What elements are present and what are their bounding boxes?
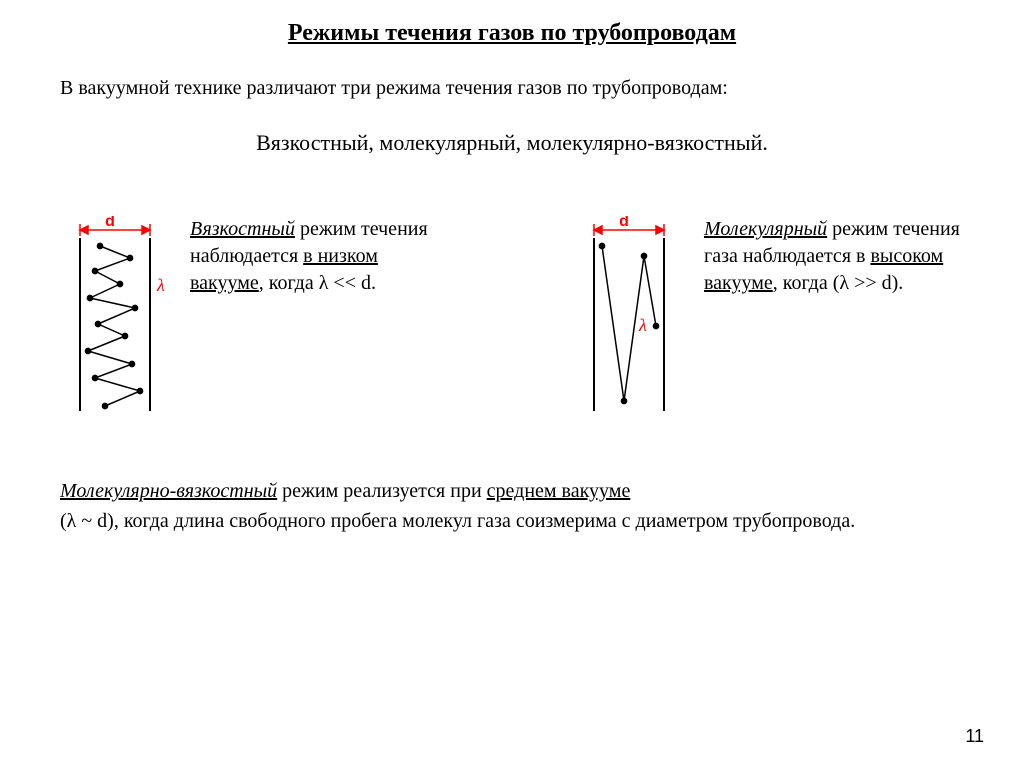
molecular-t3: , когда (λ >> d). bbox=[773, 272, 904, 294]
viscous-column: d bbox=[60, 216, 450, 416]
viscous-t3: , когда λ << d. bbox=[259, 272, 376, 294]
d-label: d bbox=[105, 216, 115, 230]
molecular-diagram: d λ bbox=[574, 216, 684, 416]
viscous-diagram: d bbox=[60, 216, 170, 416]
page-number: 11 bbox=[965, 726, 984, 747]
lambda-label: λ bbox=[156, 275, 165, 295]
mixed-t1: режим реализуется при bbox=[277, 480, 486, 502]
mixed-text: Молекулярно-вязкостный режим реализуется… bbox=[60, 476, 964, 536]
mixed-name: Молекулярно-вязкостный bbox=[60, 480, 277, 502]
molecular-name: Молекулярный bbox=[704, 218, 827, 240]
diagrams-row: d bbox=[60, 216, 964, 416]
molecular-column: d λ Молекулярный режим течения газа на bbox=[574, 216, 964, 416]
molecular-text: Молекулярный режим течения газа наблюдае… bbox=[704, 216, 964, 297]
viscous-name: Вязкостный bbox=[190, 218, 295, 240]
flow-types: Вязкостный, молекулярный, молекулярно-вя… bbox=[60, 130, 964, 156]
page-title: Режимы течения газов по трубопроводам bbox=[60, 20, 964, 47]
mixed-t3: (λ ~ d), когда длина свободного пробега … bbox=[60, 510, 855, 532]
d-label: d bbox=[619, 216, 629, 230]
lambda-label: λ bbox=[638, 315, 647, 335]
viscous-text: Вязкостный режим течения наблюдается в н… bbox=[190, 216, 450, 297]
mixed-cond: среднем вакууме bbox=[487, 480, 631, 502]
intro-text: В вакуумной технике различают три режима… bbox=[60, 77, 964, 100]
